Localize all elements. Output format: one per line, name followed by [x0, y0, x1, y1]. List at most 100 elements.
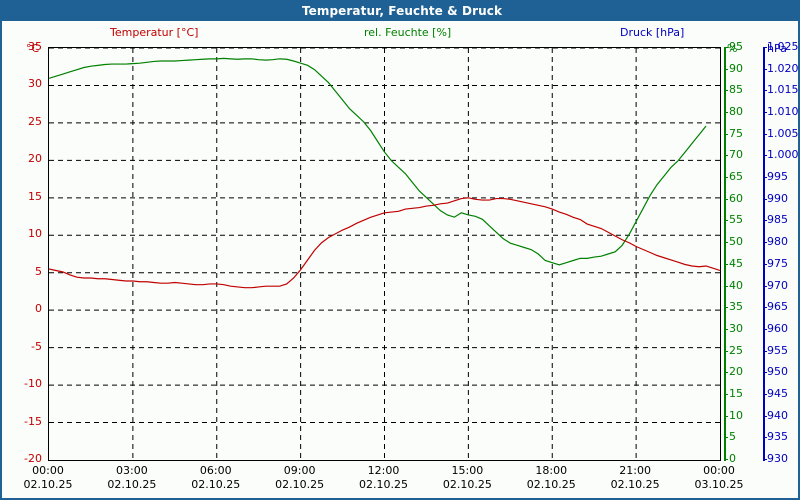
- x-axis-date-label: 03.10.25: [694, 478, 744, 491]
- x-axis-time-label: 03:00: [116, 464, 148, 477]
- humidity-tick-mark: [724, 133, 728, 135]
- x-axis-date-label: 02.10.25: [23, 478, 73, 491]
- x-axis-date-label: 02.10.25: [191, 478, 241, 491]
- temperature-line: [49, 197, 720, 289]
- pressure-tick-mark: [763, 437, 767, 439]
- humidity-tick-mark: [724, 263, 728, 265]
- pressure-axis-tick: 985: [767, 213, 788, 227]
- pressure-axis-line: [763, 47, 765, 461]
- left-axis-tick: 25: [28, 114, 42, 128]
- humidity-axis-tick: 0: [729, 452, 736, 465]
- pressure-axis-tick: 965: [767, 300, 788, 314]
- pressure-tick-mark: [763, 328, 767, 330]
- pressure-axis-unit: hPa: [767, 42, 787, 55]
- pressure-axis-tick: 950: [767, 365, 788, 379]
- humidity-axis-tick: 5: [729, 430, 736, 444]
- humidity-axis-tick: 30: [729, 321, 743, 335]
- humidity-axis-tick: 55: [729, 213, 743, 227]
- x-axis-time-label: 09:00: [283, 464, 316, 477]
- pressure-axis-tick: 945: [767, 386, 788, 400]
- x-axis-time-label: 12:00: [367, 464, 400, 477]
- left-axis-tick: 5: [35, 264, 42, 278]
- x-axis-time-label: 18:00: [535, 464, 568, 477]
- humidity-tick-mark: [724, 242, 728, 244]
- humidity-axis-tick: 10: [729, 408, 743, 422]
- humidity-axis-line: [724, 47, 726, 461]
- x-axis-date-label: 02.10.25: [359, 478, 408, 491]
- pressure-axis-tick: 990: [767, 191, 788, 205]
- humidity-axis-tick: 95: [729, 40, 743, 53]
- humidity-tick-mark: [724, 220, 728, 222]
- pressure-tick-mark: [763, 372, 767, 374]
- humidity-axis-unit: %: [727, 42, 738, 55]
- pressure-tick-mark: [763, 350, 767, 352]
- pressure-tick-mark: [763, 90, 767, 92]
- humidity-tick-mark: [724, 307, 728, 309]
- humidity-axis-tick: 60: [729, 191, 743, 205]
- legend-humidity: rel. Feuchte [%]: [364, 26, 452, 39]
- left-axis-tick: -10: [24, 377, 42, 391]
- humidity-axis-tick: 35: [729, 300, 743, 314]
- left-axis-tick: 15: [28, 189, 42, 203]
- pressure-axis-tick: 930: [767, 452, 788, 465]
- humidity-tick-mark: [724, 198, 728, 200]
- pressure-tick-mark: [763, 393, 767, 395]
- window-title: Temperatur, Feuchte & Druck: [2, 2, 798, 21]
- pressure-axis-tick: 955: [767, 343, 788, 357]
- pressure-axis-tick: 935: [767, 430, 788, 444]
- pressure-axis-tick: 940: [767, 408, 788, 422]
- pressure-axis-tick: 960: [767, 321, 788, 335]
- plot-area: [48, 47, 721, 461]
- humidity-tick-mark: [724, 47, 728, 48]
- pressure-axis-tick: 1.010: [767, 105, 799, 119]
- humidity-axis-tick: 40: [729, 278, 743, 292]
- humidity-tick-mark: [724, 459, 728, 460]
- pressure-tick-mark: [763, 459, 767, 460]
- pressure-tick-mark: [763, 155, 767, 157]
- pressure-tick-mark: [763, 198, 767, 200]
- humidity-axis-tick: 80: [729, 105, 743, 119]
- humidity-tick-mark: [724, 328, 728, 330]
- humidity-tick-mark: [724, 285, 728, 287]
- humidity-axis-tick: 90: [729, 61, 743, 75]
- x-axis-date-label: 02.10.25: [442, 478, 492, 491]
- x-axis-time-label: 06:00: [199, 464, 232, 477]
- humidity-axis-tick: 75: [729, 126, 743, 140]
- x-axis-time-label: 00:00: [32, 464, 64, 477]
- pressure-axis-tick: 1.005: [767, 126, 799, 140]
- humidity-tick-mark: [724, 350, 728, 352]
- pressure-tick-mark: [763, 133, 767, 135]
- humidity-axis-tick: 15: [729, 386, 743, 400]
- humidity-axis-tick: 85: [729, 83, 743, 97]
- pressure-tick-mark: [763, 242, 767, 244]
- pressure-tick-mark: [763, 112, 767, 114]
- x-axis-date-label: 02.10.25: [526, 478, 576, 491]
- left-axis-tick: -15: [24, 414, 42, 428]
- left-axis-unit: °C: [26, 42, 40, 55]
- pressure-tick-mark: [763, 415, 767, 417]
- pressure-tick-mark: [763, 68, 767, 70]
- left-axis-tick: 30: [28, 77, 42, 91]
- pressure-axis-tick: 1.025: [767, 40, 799, 53]
- pressure-tick-mark: [763, 220, 767, 222]
- left-axis-tick: -5: [31, 339, 42, 353]
- left-axis-tick: 20: [28, 152, 42, 166]
- humidity-tick-mark: [724, 177, 728, 179]
- pressure-axis-tick: 1.020: [767, 61, 799, 75]
- pressure-tick-mark: [763, 177, 767, 179]
- humidity-tick-mark: [724, 415, 728, 417]
- humidity-axis-tick: 25: [729, 343, 743, 357]
- left-axis-tick: 35: [28, 40, 42, 53]
- x-axis-date-label: 02.10.25: [107, 478, 157, 491]
- legend-temperature: Temperatur [°C]: [110, 26, 199, 39]
- humidity-axis-tick: 70: [729, 148, 743, 162]
- humidity-tick-mark: [724, 437, 728, 439]
- pressure-axis-tick: 980: [767, 235, 788, 249]
- humidity-tick-mark: [724, 90, 728, 92]
- plot-canvas: [49, 48, 720, 460]
- humidity-tick-mark: [724, 372, 728, 374]
- x-axis-date-label: 02.10.25: [275, 478, 325, 491]
- left-axis-tick: -20: [24, 452, 42, 465]
- pressure-tick-mark: [763, 307, 767, 309]
